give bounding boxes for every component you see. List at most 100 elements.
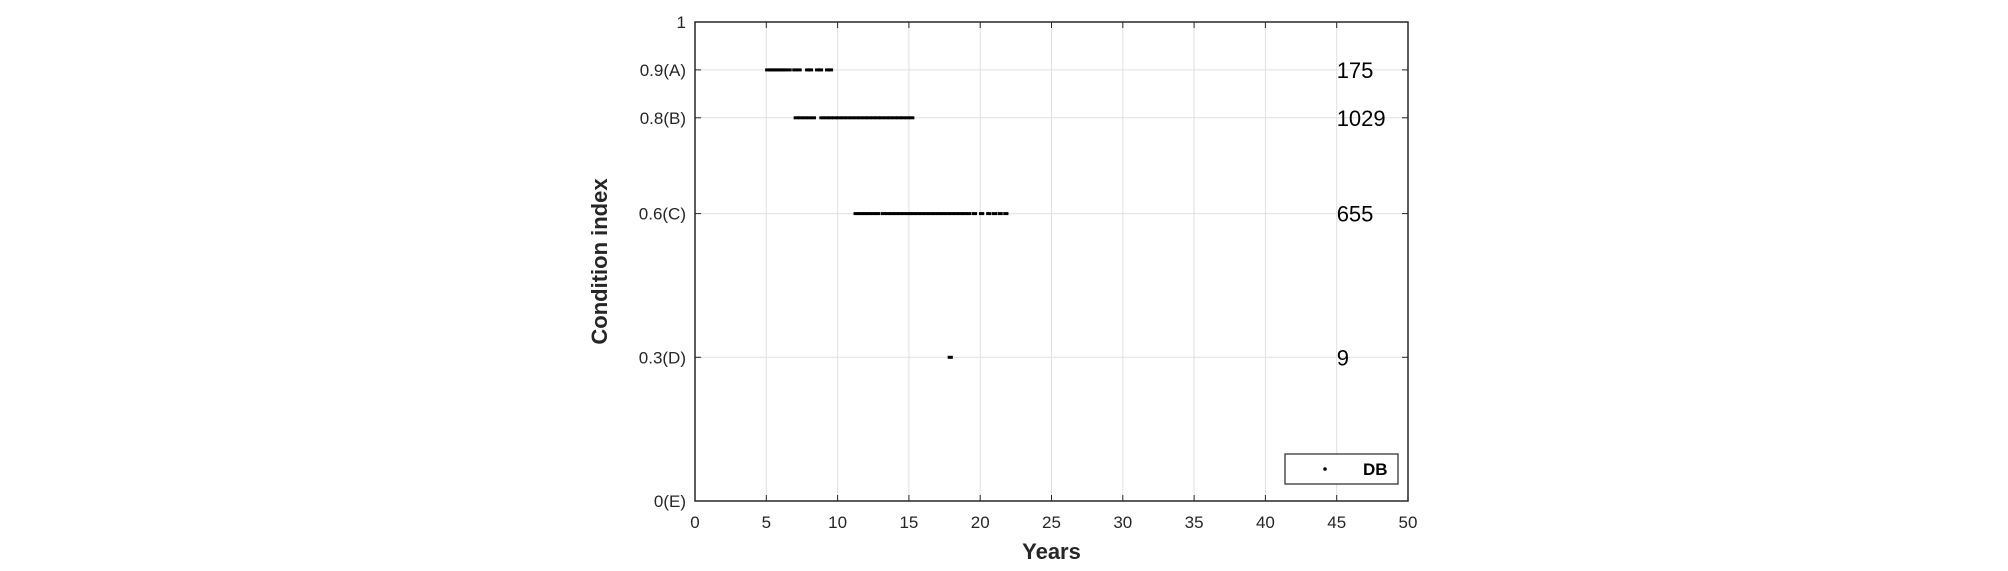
legend-box	[1284, 453, 1399, 485]
data-point	[966, 212, 972, 216]
data-point	[866, 212, 872, 216]
data-point	[866, 116, 872, 120]
data-point	[931, 212, 938, 216]
data-point	[823, 116, 829, 120]
data-point	[849, 116, 855, 120]
data-point	[949, 212, 955, 216]
x-tick-label-40: 40	[1256, 513, 1275, 532]
data-point	[906, 212, 912, 216]
data-point	[957, 212, 963, 216]
data-point	[879, 116, 885, 120]
data-point	[840, 116, 846, 120]
data-point	[796, 68, 802, 72]
data-point	[862, 212, 868, 216]
data-point	[944, 212, 951, 216]
data-point	[892, 116, 898, 120]
data-point	[853, 116, 859, 120]
data-point	[940, 212, 946, 216]
data-point	[904, 116, 911, 120]
data-point	[880, 212, 886, 216]
data-point	[779, 68, 785, 72]
legend-label-db: DB	[1363, 460, 1388, 479]
count-label-1: 1029	[1337, 106, 1386, 131]
data-point	[991, 212, 998, 216]
data-point	[874, 116, 881, 120]
x-tick-label-35: 35	[1185, 513, 1204, 532]
count-label-0: 175	[1337, 58, 1374, 83]
x-tick-label-5: 5	[762, 513, 771, 532]
x-tick-label-20: 20	[971, 513, 990, 532]
legend: DB	[1284, 453, 1399, 485]
legend-marker-db	[1323, 467, 1327, 471]
data-point	[986, 212, 992, 216]
y-tick-label-0.3: 0.3(D)	[639, 348, 686, 367]
data-point	[827, 68, 834, 72]
data-point	[914, 212, 921, 216]
data-point	[961, 212, 968, 216]
x-tick-label-25: 25	[1042, 513, 1061, 532]
data-point	[896, 116, 902, 120]
data-point	[817, 68, 824, 72]
data-point	[767, 68, 774, 72]
data-point	[836, 116, 842, 120]
data-point	[887, 116, 893, 120]
data-point	[897, 212, 903, 216]
x-tick-label-15: 15	[899, 513, 918, 532]
data-point	[889, 212, 895, 216]
data-point	[883, 116, 889, 120]
y-tick-label-1: 1	[677, 13, 686, 32]
data-point	[825, 68, 831, 72]
data-point	[802, 116, 808, 120]
data-point	[857, 116, 864, 120]
data-point	[902, 212, 908, 216]
data-point	[927, 212, 933, 216]
data-point	[862, 116, 868, 120]
data-point	[765, 68, 771, 72]
data-point	[971, 212, 978, 216]
data-point	[909, 116, 915, 120]
data-point	[819, 116, 825, 120]
data-point	[919, 212, 925, 216]
data-point	[805, 68, 811, 72]
data-point	[807, 68, 814, 72]
x-tick-label-0: 0	[690, 513, 699, 532]
count-label-3: 9	[1337, 345, 1349, 370]
y-tick-label-0.8: 0.8(B)	[640, 109, 686, 128]
x-tick-label-10: 10	[828, 513, 847, 532]
data-point	[844, 116, 851, 120]
y-tick-label-0: 0(E)	[654, 492, 686, 511]
data-point	[786, 68, 792, 72]
data-points	[765, 68, 1009, 359]
data-point	[782, 68, 788, 72]
data-point	[1003, 212, 1009, 216]
x-tick-label-45: 45	[1327, 513, 1346, 532]
data-point	[923, 212, 929, 216]
data-point	[870, 212, 876, 216]
data-point	[792, 68, 798, 72]
data-point	[853, 212, 859, 216]
data-point	[947, 355, 953, 359]
x-axis-title: Years	[1022, 539, 1081, 564]
data-point	[793, 116, 799, 120]
x-tick-label-30: 30	[1113, 513, 1132, 532]
data-point	[797, 116, 804, 120]
data-point	[776, 68, 782, 72]
y-tick-label-0.6: 0.6(C)	[639, 205, 686, 224]
data-point	[874, 212, 881, 216]
data-point	[979, 212, 985, 216]
data-point	[953, 212, 959, 216]
data-point	[893, 212, 899, 216]
data-point	[773, 68, 779, 72]
data-point	[857, 212, 864, 216]
data-point	[910, 212, 916, 216]
axis-ticks: 0 5 10 15 20 25 30 35 40 45 50 0(E) 0.3(D) 0.6(C) 0.8(…	[639, 13, 1418, 532]
data-point	[884, 212, 891, 216]
data-point	[997, 212, 1003, 216]
data-point	[870, 116, 876, 120]
data-point	[806, 116, 812, 120]
data-point	[770, 68, 777, 72]
y-axis-title: Condition index	[587, 178, 612, 345]
y-tick-label-0.9: 0.9(A)	[640, 61, 686, 80]
